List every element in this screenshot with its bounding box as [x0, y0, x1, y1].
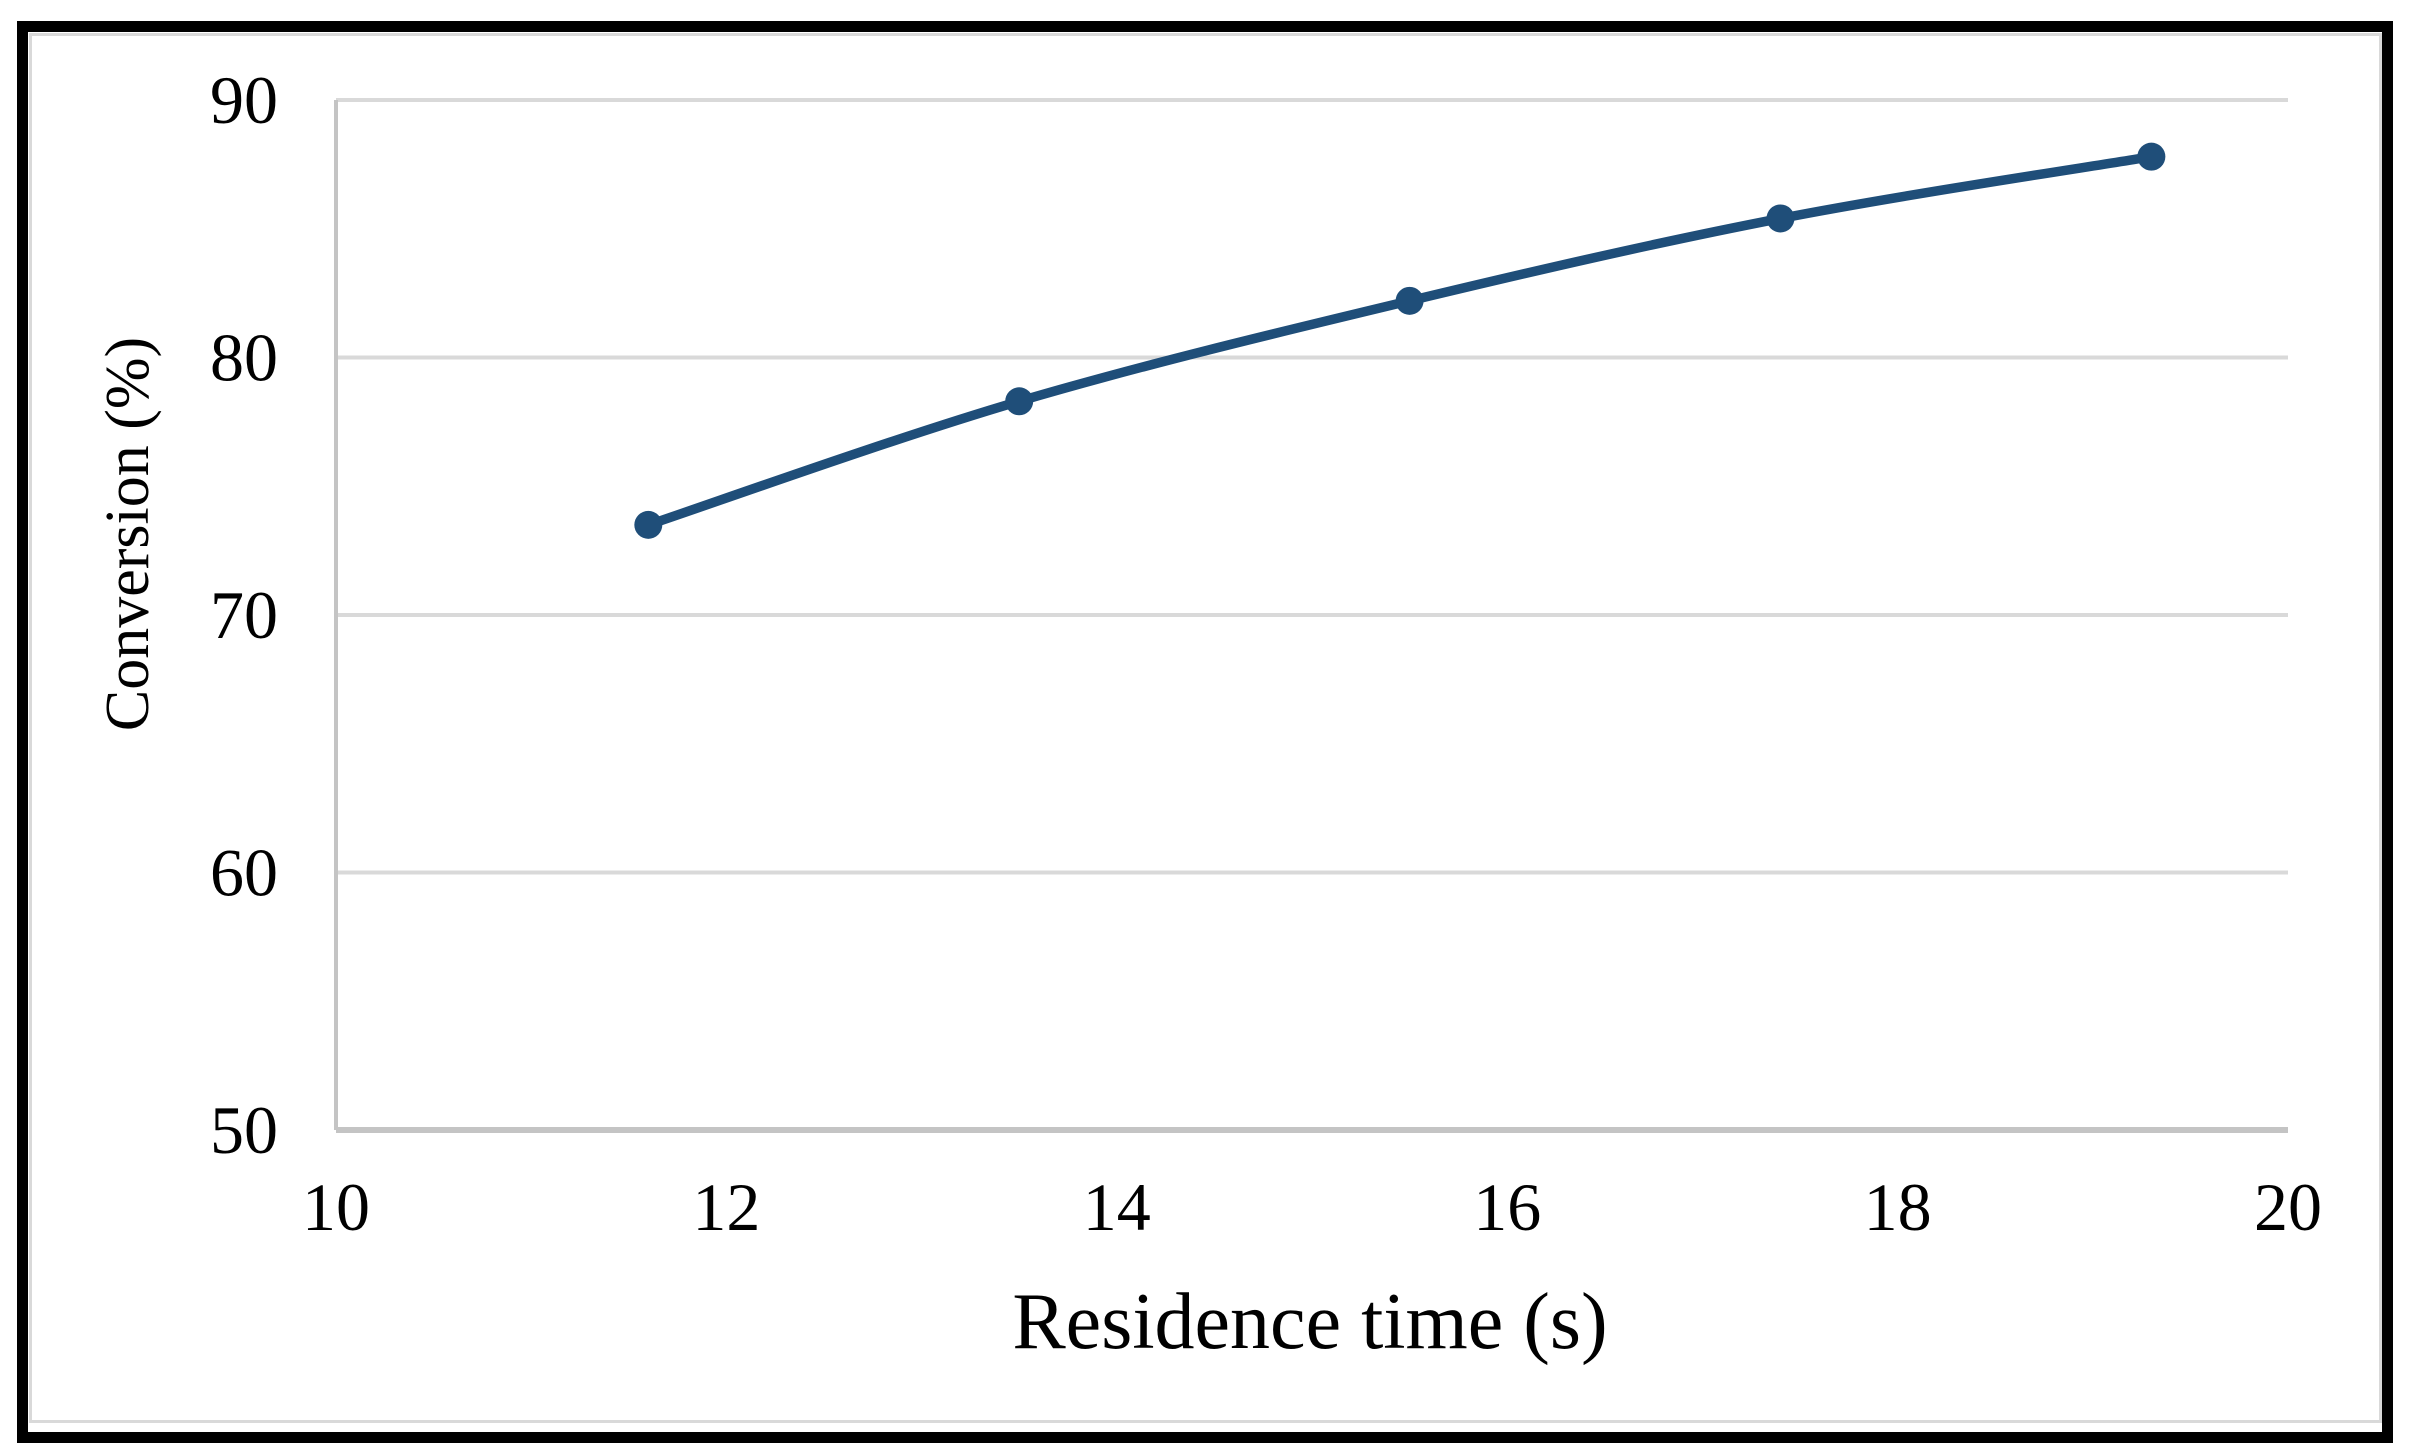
svg-text:60: 60	[210, 835, 278, 911]
axis-lines	[334, 100, 2288, 1133]
svg-text:20: 20	[2254, 1169, 2322, 1245]
x-axis-tick-labels: 10 12 14 16 18 20	[302, 1169, 2322, 1245]
svg-text:16: 16	[1473, 1169, 1541, 1245]
y-axis-tick-labels: 50 60 70 80 90	[210, 62, 278, 1168]
svg-text:12: 12	[692, 1169, 760, 1245]
horizontal-gridlines	[336, 98, 2288, 875]
data-point-markers	[634, 142, 2166, 539]
svg-text:10: 10	[302, 1169, 370, 1245]
chart-area-border	[29, 33, 2382, 1423]
svg-text:90: 90	[210, 62, 278, 138]
svg-text:14: 14	[1083, 1169, 1151, 1245]
x-axis-title: Residence time (s)	[1012, 1278, 1608, 1366]
figure-black-border	[17, 21, 2393, 1443]
svg-text:80: 80	[210, 320, 278, 396]
svg-text:50: 50	[210, 1092, 278, 1168]
svg-text:18: 18	[1864, 1169, 1932, 1245]
svg-text:70: 70	[210, 577, 278, 653]
